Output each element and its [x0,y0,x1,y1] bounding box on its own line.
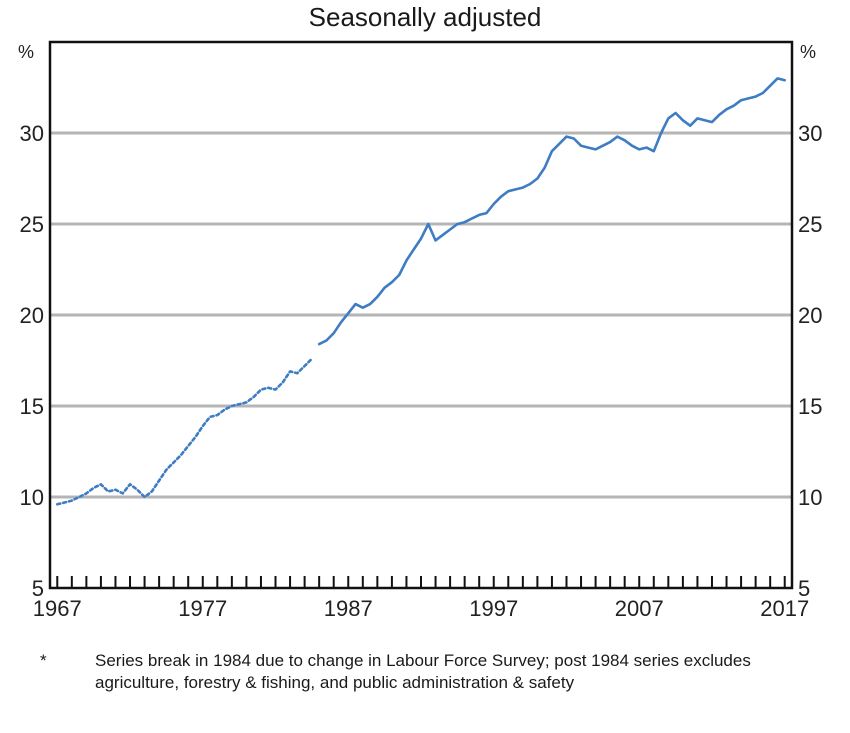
series-line-solid [317,77,786,346]
series-layer [56,77,786,506]
x-axis-ticks [56,576,786,588]
y-axis-unit-right: % [800,42,816,62]
axis-labels: % % 5 5 10 10 15 15 20 20 25 25 30 30 1967 1977 1987 19… [18,42,822,621]
x-tick-label-1977: 1977 [178,596,227,621]
y-axis-unit-left: % [18,42,34,62]
chart-subtitle: Seasonally adjusted [308,2,542,32]
y-tick-left-25: 25 [20,212,44,237]
y-tick-right-15: 15 [798,394,822,419]
y-tick-left-10: 10 [20,485,44,510]
y-tick-left-30: 30 [20,121,44,146]
y-tick-left-5: 5 [32,576,44,601]
x-tick-label-1997: 1997 [469,596,518,621]
footnote-marker: * [40,651,47,670]
x-tick-label-2017: 2017 [760,596,809,621]
y-tick-right-30: 30 [798,121,822,146]
x-tick-label-1967: 1967 [33,596,82,621]
y-tick-right-5: 5 [798,576,810,601]
footnote-text: Series break in 1984 due to change in La… [95,651,751,692]
series-line-dotted [56,357,314,506]
gridlines [50,131,792,499]
y-tick-right-20: 20 [798,303,822,328]
x-tick-label-2007: 2007 [615,596,664,621]
y-tick-left-20: 20 [20,303,44,328]
x-tick-label-1987: 1987 [324,596,373,621]
line-chart: % % 5 5 10 10 15 15 20 20 25 25 30 30 1967 1977 1987 19… [18,40,822,621]
y-tick-right-10: 10 [798,485,822,510]
y-tick-right-25: 25 [798,212,822,237]
y-tick-left-15: 15 [20,394,44,419]
plot-frame [48,40,794,590]
